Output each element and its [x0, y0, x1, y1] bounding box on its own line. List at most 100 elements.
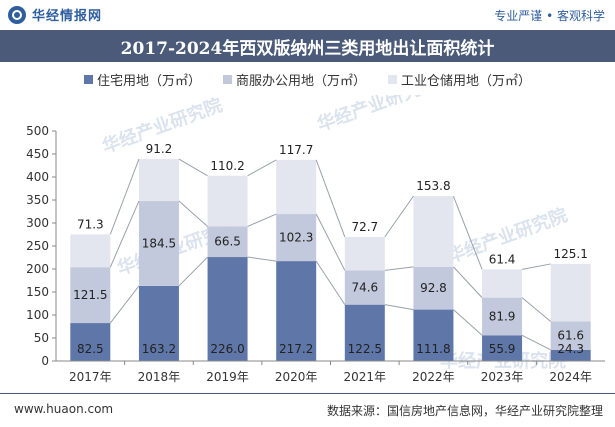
bar-segment-commercial — [413, 266, 454, 310]
footer-divider — [0, 393, 615, 394]
value-label-residential: 226.0 — [210, 342, 244, 356]
x-tick-label: 2021年 — [344, 370, 387, 384]
y-tick-label: 300 — [26, 216, 49, 230]
y-tick-label: 500 — [26, 124, 49, 138]
bar-segment-residential — [344, 304, 385, 361]
y-tick-label: 100 — [26, 308, 49, 322]
connector-line — [109, 285, 140, 324]
bar-segment-residential — [70, 323, 111, 361]
connector-line — [247, 213, 277, 227]
bar-segment-industrial — [550, 263, 591, 322]
bar-segment-industrial — [276, 159, 317, 215]
bar-segment-commercial — [344, 270, 385, 305]
slogan: 专业严谨 • 客观科学 — [494, 9, 605, 23]
value-label-commercial: 81.9 — [489, 309, 516, 323]
top-bar: 华经情报网 专业严谨 • 客观科学 — [0, 0, 615, 28]
brand: 华经情报网 — [8, 5, 102, 24]
legend-swatch-industrial — [388, 75, 397, 84]
value-label-residential: 163.2 — [142, 342, 176, 356]
bar-segment-residential — [207, 257, 248, 361]
connector-line — [384, 304, 414, 311]
connector-line — [247, 159, 277, 177]
connector-lines — [109, 158, 552, 351]
value-label-industrial: 91.2 — [146, 142, 173, 156]
connector-line — [521, 263, 551, 270]
bar-segment-industrial — [413, 196, 454, 267]
y-tick-label: 250 — [26, 239, 49, 253]
legend-label-industrial: 工业仓储用地（万㎡） — [401, 74, 532, 89]
connector-line — [247, 256, 277, 262]
value-label-residential: 217.2 — [279, 342, 313, 356]
value-label-residential: 24.3 — [557, 342, 584, 356]
connector-line — [384, 266, 414, 271]
value-label-commercial: 92.8 — [420, 281, 447, 295]
y-tick-label: 50 — [34, 331, 49, 345]
connector-line — [178, 158, 208, 177]
legend-label-commercial: 商服办公用地（万㎡） — [235, 74, 366, 89]
x-tick-label: 2024年 — [549, 370, 592, 384]
legend-item-commercial: 商服办公用地（万㎡） — [222, 70, 366, 89]
huajing-logo-icon — [8, 5, 26, 24]
value-label-commercial: 66.5 — [214, 235, 241, 249]
legend-swatch-residential — [83, 75, 93, 84]
bar-segment-residential — [550, 349, 591, 361]
x-tick-label: 2020年 — [275, 370, 318, 384]
connector-line — [109, 200, 140, 268]
y-tick-label: 0 — [41, 354, 49, 368]
connector-line — [453, 266, 483, 298]
bar-segment-residential — [138, 285, 179, 361]
legend: 住宅用地（万㎡） 商服办公用地（万㎡） 工业仓储用地（万㎡） — [0, 70, 615, 89]
value-labels: 82.5 121.5 71.3 163.2 184.5 91.2 226.0 66.5 110.… — [73, 142, 588, 356]
connector-line — [453, 309, 483, 336]
value-label-industrial: 71.3 — [77, 217, 104, 231]
x-tick-label: 2022年 — [412, 370, 455, 384]
brand-name: 华经情报网 — [32, 9, 103, 24]
bars — [70, 159, 591, 361]
legend-item-industrial: 工业仓储用地（万㎡） — [388, 70, 531, 89]
value-label-industrial: 61.4 — [489, 252, 516, 266]
bar-segment-industrial — [138, 159, 179, 202]
bar-segment-residential — [276, 261, 317, 361]
value-label-industrial: 153.8 — [416, 179, 450, 193]
value-label-commercial: 74.6 — [351, 280, 378, 294]
value-label-commercial: 184.5 — [142, 236, 176, 250]
connector-line — [178, 256, 208, 287]
value-label-industrial: 110.2 — [210, 159, 244, 173]
bar-segment-commercial — [276, 214, 317, 262]
value-label-industrial: 125.1 — [554, 247, 588, 261]
bar-segment-commercial — [70, 267, 111, 324]
bar-segment-commercial — [138, 201, 179, 286]
title-band: 2017-2024年西双版纳州三类用地出让面积统计 — [0, 30, 615, 62]
legend-item-residential: 住宅用地（万㎡） — [83, 70, 201, 89]
stacked-bar-chart: 华经产业研究院华经产业研究院华经产业研究院华经产业研究院华经产业研究院 0501… — [26, 95, 605, 384]
bar-segment-commercial — [550, 321, 591, 350]
connector-line — [178, 200, 208, 227]
value-label-residential: 111.8 — [416, 342, 450, 356]
legend-label-residential: 住宅用地（万㎡） — [96, 74, 201, 89]
bar-segment-commercial — [482, 297, 523, 336]
connector-line — [384, 195, 414, 238]
y-tick-label: 200 — [26, 262, 49, 276]
x-tick-label: 2019年 — [206, 370, 249, 384]
value-label-industrial: 72.7 — [351, 220, 378, 234]
connector-line — [521, 334, 551, 351]
connector-line — [109, 158, 140, 235]
y-tick-label: 350 — [26, 193, 49, 207]
chart-title: 2017-2024年西双版纳州三类用地出让面积统计 — [120, 38, 495, 59]
value-label-commercial: 121.5 — [73, 288, 107, 302]
value-label-residential: 82.5 — [77, 342, 104, 356]
y-tick-label: 450 — [26, 147, 49, 161]
axes: 0 50 100 150 200 250 300 350 400 450 500 2017年 2018年… — [26, 124, 605, 384]
value-label-commercial: 61.6 — [557, 329, 584, 343]
y-tick-label: 400 — [26, 170, 49, 184]
x-tick-label: 2017年 — [69, 370, 112, 384]
data-source: 数据来源：国信房地产信息网，华经产业研究院整理 — [326, 404, 603, 418]
bar-segment-commercial — [207, 226, 248, 258]
x-tick-label: 2018年 — [138, 370, 181, 384]
y-tick-label: 150 — [26, 285, 49, 299]
value-label-industrial: 117.7 — [279, 143, 313, 157]
bar-segment-industrial — [70, 234, 111, 268]
connector-line — [315, 213, 346, 271]
x-tick-label: 2023年 — [481, 370, 524, 384]
legend-swatch-commercial — [222, 75, 232, 84]
